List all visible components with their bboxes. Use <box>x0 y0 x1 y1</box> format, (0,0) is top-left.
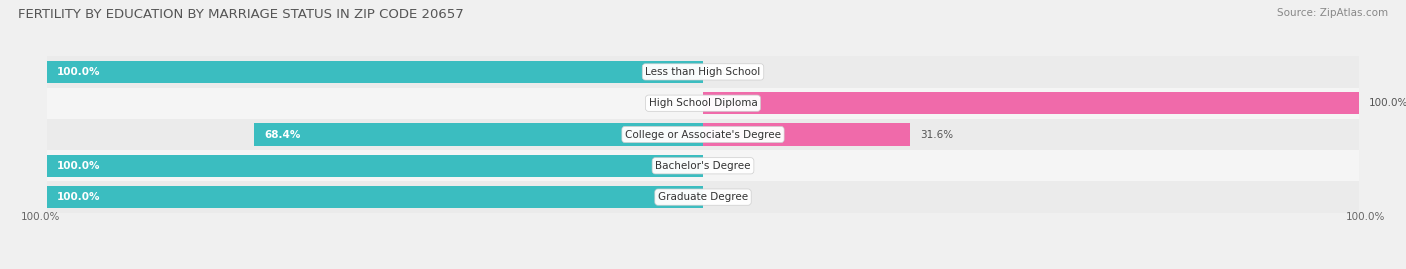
Bar <box>46 56 1360 87</box>
Bar <box>703 123 910 146</box>
Text: 100.0%: 100.0% <box>56 67 100 77</box>
Text: 31.6%: 31.6% <box>920 129 953 140</box>
Text: 100.0%: 100.0% <box>1369 98 1406 108</box>
Bar <box>46 61 703 83</box>
Text: 0.0%: 0.0% <box>713 192 740 202</box>
Bar <box>46 87 1360 119</box>
Text: 0.0%: 0.0% <box>666 98 693 108</box>
Text: 0.0%: 0.0% <box>713 161 740 171</box>
Text: 100.0%: 100.0% <box>21 211 60 221</box>
Bar <box>46 182 1360 213</box>
Text: 0.0%: 0.0% <box>713 67 740 77</box>
Bar <box>254 123 703 146</box>
Text: 68.4%: 68.4% <box>264 129 301 140</box>
Text: Source: ZipAtlas.com: Source: ZipAtlas.com <box>1277 8 1388 18</box>
Bar <box>46 150 1360 182</box>
Text: FERTILITY BY EDUCATION BY MARRIAGE STATUS IN ZIP CODE 20657: FERTILITY BY EDUCATION BY MARRIAGE STATU… <box>18 8 464 21</box>
Text: Graduate Degree: Graduate Degree <box>658 192 748 202</box>
Bar <box>46 186 703 208</box>
Bar <box>703 92 1360 115</box>
Text: 100.0%: 100.0% <box>1346 211 1385 221</box>
Bar <box>46 154 703 177</box>
Text: College or Associate's Degree: College or Associate's Degree <box>626 129 780 140</box>
Text: 100.0%: 100.0% <box>56 192 100 202</box>
Text: Bachelor's Degree: Bachelor's Degree <box>655 161 751 171</box>
Text: High School Diploma: High School Diploma <box>648 98 758 108</box>
Text: Less than High School: Less than High School <box>645 67 761 77</box>
Text: 100.0%: 100.0% <box>56 161 100 171</box>
Bar <box>46 119 1360 150</box>
